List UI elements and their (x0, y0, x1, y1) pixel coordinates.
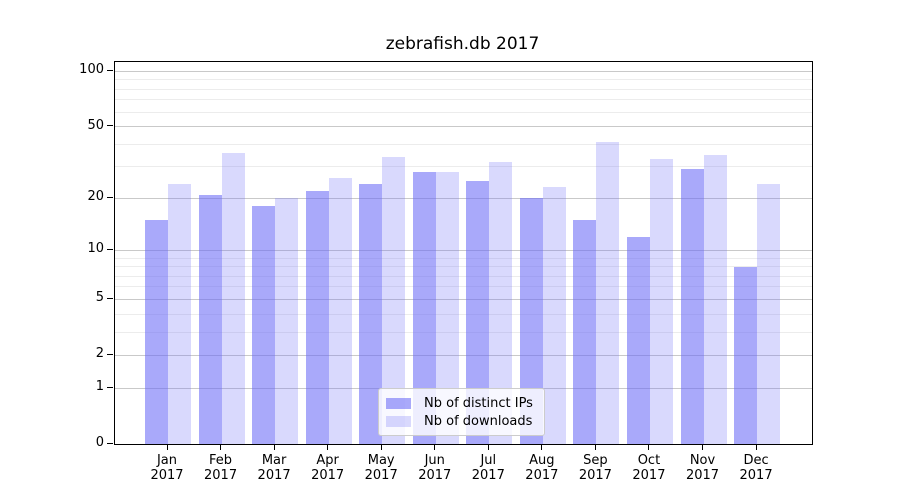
x-tick-mark (595, 445, 596, 450)
legend: Nb of distinct IPs Nb of downloads (378, 388, 545, 436)
y-tick-mark (107, 443, 113, 444)
bar-downloads-aug (542, 187, 566, 444)
x-tick-label: Dec 2017 (739, 453, 773, 483)
bar-ips-jan (145, 220, 168, 444)
x-tick-label: Nov 2017 (685, 453, 720, 483)
legend-swatch-ips (386, 397, 411, 409)
gridline-major (115, 71, 812, 72)
y-tick-label: 0 (95, 435, 104, 450)
gridline-minor (115, 314, 812, 315)
gridline-major (115, 198, 812, 199)
x-tick-label: Jan 2017 (150, 453, 184, 483)
plot-area (114, 61, 813, 445)
y-tick-mark (107, 70, 113, 71)
legend-row-ips: Nb of distinct IPs (386, 396, 536, 411)
x-tick-mark (327, 445, 328, 450)
x-tick-label: Feb 2017 (204, 453, 238, 483)
x-tick-label: Aug 2017 (525, 453, 559, 483)
y-tick-label: 10 (87, 241, 104, 257)
legend-label-ips: Nb of distinct IPs (424, 395, 533, 411)
bar-downloads-sep (596, 142, 620, 444)
bar-downloads-jul (489, 161, 513, 444)
y-tick-label: 20 (87, 189, 104, 205)
gridline-major (115, 299, 812, 300)
x-tick-mark (167, 445, 168, 450)
gridline-minor (115, 276, 812, 277)
y-tick-mark (107, 125, 113, 126)
x-tick-mark (274, 445, 275, 450)
chart-title: zebrafish.db 2017 (385, 34, 540, 54)
x-tick-mark (488, 445, 489, 450)
y-tick-mark (107, 298, 113, 299)
gridline-major (115, 355, 812, 356)
bar-downloads-jan (168, 184, 191, 444)
bar-downloads-may (382, 157, 406, 444)
legend-row-downloads: Nb of downloads (386, 414, 536, 429)
bar-ips-oct (626, 236, 650, 444)
bar-ips-jun (412, 172, 436, 444)
y-tick-mark (107, 249, 113, 250)
legend-label-downloads: Nb of downloads (424, 413, 533, 429)
gridline-minor (115, 266, 812, 267)
gridline-minor (115, 99, 812, 100)
y-tick-label: 1 (95, 379, 104, 395)
gridline-minor (115, 144, 812, 145)
legend-swatch-downloads (386, 415, 411, 427)
bar-downloads-mar (275, 198, 299, 444)
gridline-minor (115, 258, 812, 259)
x-tick-mark (220, 445, 221, 450)
gridline-minor (115, 286, 812, 287)
x-tick-mark (434, 445, 435, 450)
y-tick-mark (107, 197, 113, 198)
y-tick-label: 5 (95, 290, 104, 306)
x-tick-label: Apr 2017 (311, 453, 345, 483)
gridline-minor (115, 89, 812, 90)
gridline-minor (115, 112, 812, 113)
gridline-minor (115, 79, 812, 80)
x-tick-mark (381, 445, 382, 450)
x-tick-label: Mar 2017 (257, 453, 291, 483)
x-tick-label: May 2017 (364, 453, 398, 483)
gridline-major (115, 250, 812, 251)
y-tick-mark (107, 354, 113, 355)
bar-downloads-nov (703, 154, 727, 444)
bar-ips-nov (680, 169, 704, 444)
gridline-minor (115, 166, 812, 167)
y-tick-label: 50 (87, 117, 104, 133)
x-tick-mark (702, 445, 703, 450)
bar-ips-dec (734, 266, 758, 444)
bar-downloads-dec (757, 184, 781, 444)
gridline-major (115, 126, 812, 127)
y-tick-label: 100 (79, 62, 104, 78)
x-tick-label: Jun 2017 (418, 453, 452, 483)
x-tick-label: Sep 2017 (578, 453, 612, 483)
bar-downloads-feb (221, 152, 245, 444)
x-tick-mark (541, 445, 542, 450)
y-tick-mark (107, 387, 113, 388)
bar-ips-sep (573, 220, 597, 444)
bar-ips-feb (198, 194, 222, 444)
bar-ips-mar (252, 206, 276, 444)
y-tick-label: 2 (95, 346, 104, 362)
bar-ips-aug (519, 198, 543, 444)
bar-ips-jul (466, 181, 490, 444)
x-tick-label: Oct 2017 (632, 453, 666, 483)
x-tick-label: Jul 2017 (471, 453, 505, 483)
bar-ips-apr (305, 190, 329, 444)
x-tick-mark (648, 445, 649, 450)
bar-ips-may (359, 184, 383, 444)
bar-downloads-jun (435, 172, 459, 444)
x-tick-mark (756, 445, 757, 450)
bar-downloads-oct (649, 159, 673, 444)
gridline-minor (115, 332, 812, 333)
bar-downloads-apr (328, 177, 352, 444)
